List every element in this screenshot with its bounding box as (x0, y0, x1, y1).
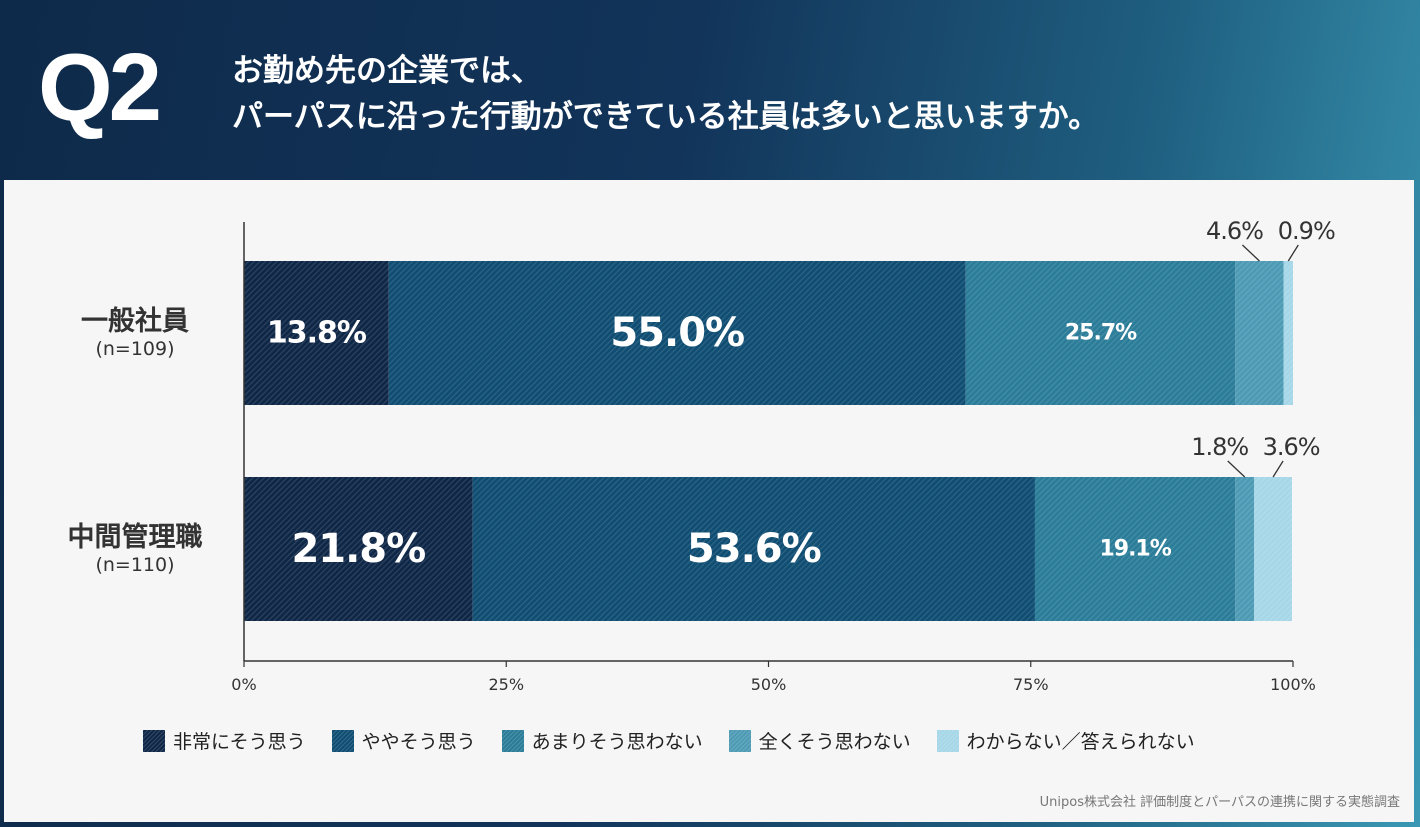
data-label: 19.1% (1099, 537, 1171, 562)
bar-hatch (244, 261, 389, 405)
legend-label: わからない／答えられない (966, 731, 1195, 753)
legend: 非常にそう思う ややそう思う あまりそう思わない 全くそう思わない わからない／答えられ… (143, 727, 1195, 754)
data-label: 1.8% (1191, 433, 1248, 461)
data-label: 0.9% (1278, 217, 1335, 245)
data-label: 25.7% (1065, 321, 1137, 346)
category-label: 中間管理職 (n=110) (40, 515, 230, 576)
category-name: 中間管理職 (67, 522, 203, 553)
bar-hatch (1235, 477, 1255, 621)
legend-label: ややそう思う (361, 731, 476, 753)
title-line-2: パーパスに沿った行動ができている社員は多いと思いますか。 (232, 99, 1100, 135)
bar-hatch (1034, 477, 1236, 621)
category-n: (n=110) (95, 554, 175, 576)
category-name: 一般社員 (81, 306, 189, 337)
x-tick-label: 75% (1013, 675, 1049, 694)
data-label: 53.6% (687, 526, 821, 572)
data-label: 4.6% (1206, 217, 1263, 245)
legend-label: あまりそう思わない (531, 731, 703, 753)
bar-hatch (1283, 261, 1293, 405)
source-note: Unipos株式会社 評価制度とパーパスの連携に関する実態調査 (1039, 795, 1400, 810)
data-label: 13.8% (267, 316, 367, 351)
legend-swatch (143, 729, 165, 752)
x-tick-label: 100% (1270, 675, 1316, 694)
data-label: 3.6% (1263, 433, 1320, 461)
legend-item: あまりそう思わない (501, 727, 703, 754)
category-label: 一般社員 (n=109) (40, 299, 230, 360)
leader-line (1241, 244, 1260, 262)
question-title: お勤め先の企業では、 パーパスに沿った行動ができている社員は多いと思いますか。 (232, 48, 1099, 140)
x-tick-label: 50% (751, 675, 787, 694)
legend-swatch (331, 729, 354, 752)
legend-item: 全くそう思わない (728, 727, 911, 754)
legend-swatch (936, 729, 959, 752)
x-tick-label: 25% (488, 675, 524, 694)
bar-hatch (1235, 261, 1284, 405)
legend-item: 非常にそう思う (143, 727, 306, 754)
question-number: Q2 (38, 34, 162, 141)
legend-swatch (728, 729, 751, 752)
data-label: 21.8% (291, 526, 425, 572)
leader-line (1227, 460, 1246, 478)
legend-item: わからない／答えられない (936, 727, 1195, 754)
x-tick-label: 0% (231, 675, 256, 694)
leader-line (1272, 460, 1284, 478)
bar-hatch (472, 477, 1035, 621)
bar-hatch (1254, 477, 1292, 621)
leader-line (1287, 244, 1299, 262)
bar-hatch (388, 261, 966, 405)
data-label: 55.0% (610, 310, 744, 356)
legend-swatch (501, 729, 524, 752)
bar-hatch (244, 477, 473, 621)
legend-label: 全くそう思わない (758, 731, 911, 753)
category-n: (n=109) (95, 338, 175, 360)
legend-item: ややそう思う (331, 727, 476, 754)
bar-hatch (965, 261, 1236, 405)
legend-label: 非常にそう思う (173, 731, 306, 753)
title-line-1: お勤め先の企業では、 (232, 53, 542, 89)
